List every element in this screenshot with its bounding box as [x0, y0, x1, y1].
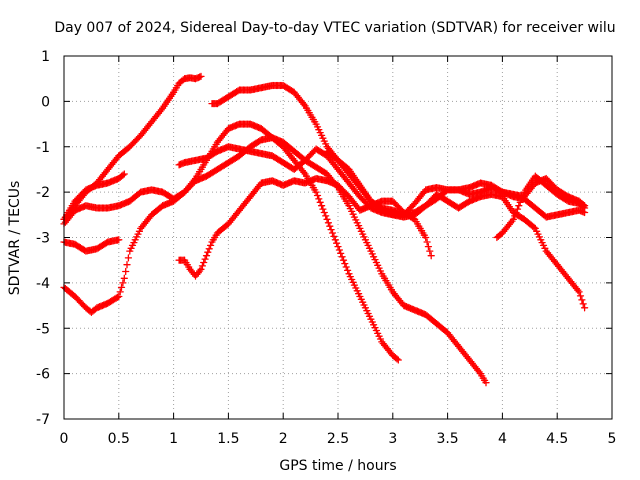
x-tick-labels: 0 0.5 1 1.5 2 2.5 3 3.5 4 4.5 5	[60, 431, 617, 447]
y-tick-labels: 1 0 -1 -2 -3 -4 -5 -6 -7	[36, 49, 50, 428]
x-tick-label: 2	[279, 431, 288, 447]
y-axis-label: SDTVAR / TECUs	[7, 181, 23, 296]
y-tick-label: 0	[41, 94, 50, 110]
y-tick-label: -1	[36, 140, 50, 156]
y-tick-label: 1	[41, 49, 50, 65]
data-series	[60, 72, 589, 387]
y-tick-label: -2	[36, 185, 50, 201]
series-markers	[175, 174, 435, 280]
series-s5	[60, 134, 490, 387]
x-tick-label: 5	[608, 431, 617, 447]
x-tick-label: 1	[169, 431, 178, 447]
y-tick-label: -5	[36, 321, 50, 337]
y-tick-label: -3	[36, 231, 50, 247]
grid-lines	[64, 56, 612, 419]
series-s6	[175, 174, 435, 280]
series-s4	[60, 236, 123, 255]
x-axis-label: GPS time / hours	[279, 458, 396, 474]
series-s10	[493, 172, 589, 242]
x-tick-label: 3.5	[436, 431, 458, 447]
y-tick-label: -4	[36, 276, 50, 292]
series-markers	[60, 134, 490, 387]
x-tick-label: 4.5	[546, 431, 568, 447]
x-tick-label: 3	[388, 431, 397, 447]
series-s8	[208, 81, 589, 312]
x-tick-label: 0.5	[108, 431, 130, 447]
axis-ticks	[63, 55, 613, 420]
series-markers	[493, 172, 589, 242]
series-markers	[60, 236, 123, 255]
series-markers	[323, 147, 589, 219]
series-markers	[208, 81, 589, 312]
x-tick-label: 2.5	[327, 431, 349, 447]
y-tick-label: -6	[36, 367, 50, 383]
chart-title: Day 007 of 2024, Sidereal Day-to-day VTE…	[54, 20, 615, 36]
x-tick-label: 4	[498, 431, 507, 447]
series-s9	[323, 147, 589, 219]
y-tick-label: -7	[36, 412, 50, 428]
x-tick-label: 0	[60, 431, 69, 447]
x-tick-label: 1.5	[217, 431, 239, 447]
